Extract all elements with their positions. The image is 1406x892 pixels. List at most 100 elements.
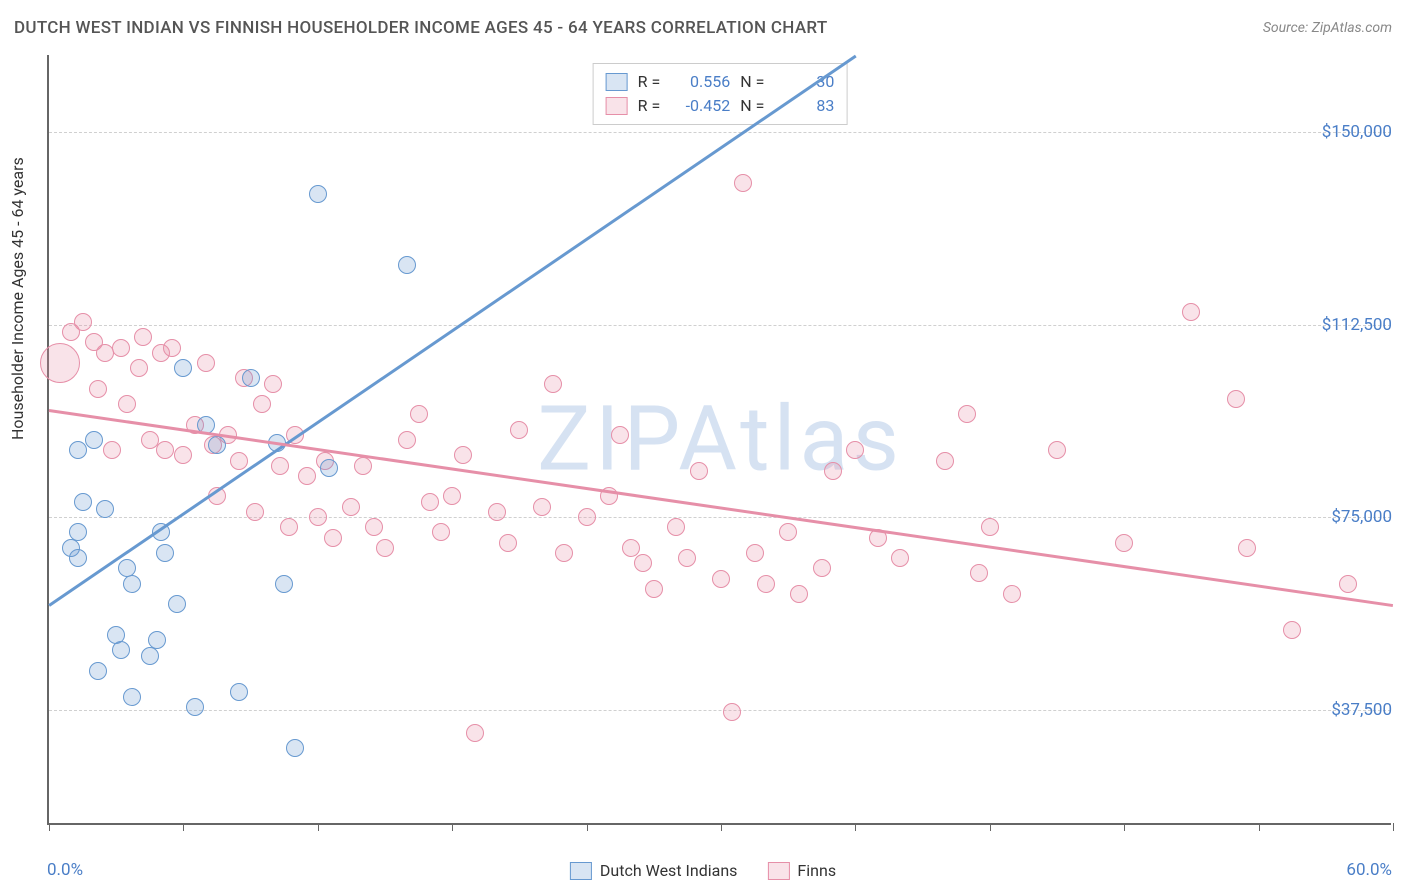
scatter-point — [421, 493, 439, 511]
scatter-point — [376, 539, 394, 557]
scatter-point — [123, 575, 141, 593]
scatter-point — [734, 174, 752, 192]
scatter-point — [186, 698, 204, 716]
x-tick — [49, 823, 50, 831]
y-tick-label: $37,500 — [1331, 700, 1392, 720]
scatter-point — [667, 518, 685, 536]
scatter-point — [156, 441, 174, 459]
x-tick — [452, 823, 453, 831]
series-legend: Dutch West Indians Finns — [570, 861, 836, 880]
scatter-point — [757, 575, 775, 593]
scatter-point — [410, 405, 428, 423]
scatter-point — [533, 498, 551, 516]
scatter-point — [141, 647, 159, 665]
scatter-point — [89, 380, 107, 398]
y-tick-label: $75,000 — [1331, 507, 1392, 527]
legend-swatch-series1-b — [570, 862, 592, 880]
scatter-point — [280, 518, 298, 536]
legend-item-series2: Finns — [767, 861, 836, 880]
scatter-point — [499, 534, 517, 552]
scatter-point — [324, 529, 342, 547]
scatter-point — [891, 549, 909, 567]
scatter-point — [443, 487, 461, 505]
gridline-h — [49, 132, 1391, 133]
scatter-point — [309, 508, 327, 526]
scatter-point — [320, 459, 338, 477]
scatter-point — [1339, 575, 1357, 593]
scatter-point — [398, 431, 416, 449]
scatter-point — [970, 564, 988, 582]
plot-area: ZIPAtlas R = 0.556 N = 30 R = -0.452 N =… — [47, 55, 1391, 825]
scatter-point — [432, 523, 450, 541]
scatter-point — [813, 559, 831, 577]
x-tick — [1393, 823, 1394, 831]
scatter-point — [74, 493, 92, 511]
scatter-point — [156, 544, 174, 562]
scatter-point — [1238, 539, 1256, 557]
x-tick — [855, 823, 856, 831]
scatter-point — [645, 580, 663, 598]
scatter-point — [790, 585, 808, 603]
n-label: N = — [740, 94, 764, 118]
scatter-point — [134, 328, 152, 346]
scatter-point — [1283, 621, 1301, 639]
x-axis-min-label: 0.0% — [47, 860, 83, 880]
scatter-point — [118, 395, 136, 413]
scatter-point — [174, 446, 192, 464]
legend-swatch-series1 — [606, 73, 628, 91]
scatter-point — [690, 462, 708, 480]
scatter-point — [112, 641, 130, 659]
x-tick — [990, 823, 991, 831]
scatter-point — [208, 436, 226, 454]
scatter-point — [298, 467, 316, 485]
x-tick — [587, 823, 588, 831]
scatter-point — [148, 631, 166, 649]
scatter-point — [130, 359, 148, 377]
scatter-point — [69, 523, 87, 541]
scatter-point — [174, 359, 192, 377]
scatter-point — [123, 688, 141, 706]
x-tick — [721, 823, 722, 831]
scatter-point — [846, 441, 864, 459]
x-tick — [318, 823, 319, 831]
scatter-point — [824, 462, 842, 480]
scatter-point — [74, 313, 92, 331]
scatter-point — [89, 662, 107, 680]
scatter-point — [112, 339, 130, 357]
scatter-point — [253, 395, 271, 413]
x-tick — [1124, 823, 1125, 831]
r-value-series1: 0.556 — [670, 70, 730, 94]
scatter-point — [230, 452, 248, 470]
scatter-point — [398, 256, 416, 274]
watermark: ZIPAtlas — [537, 387, 903, 492]
scatter-point — [163, 339, 181, 357]
scatter-point — [275, 575, 293, 593]
scatter-point — [678, 549, 696, 567]
scatter-point — [168, 595, 186, 613]
scatter-point — [271, 457, 289, 475]
scatter-point — [981, 518, 999, 536]
scatter-point — [197, 354, 215, 372]
scatter-point — [69, 441, 87, 459]
legend-swatch-series2 — [606, 97, 628, 115]
legend-item-series1: Dutch West Indians — [570, 861, 738, 880]
scatter-point — [1115, 534, 1133, 552]
scatter-point — [958, 405, 976, 423]
scatter-point — [40, 343, 80, 383]
scatter-point — [454, 446, 472, 464]
scatter-point — [365, 518, 383, 536]
scatter-point — [544, 375, 562, 393]
r-value-series2: -0.452 — [670, 94, 730, 118]
scatter-point — [230, 683, 248, 701]
scatter-point — [611, 426, 629, 444]
scatter-point — [746, 544, 764, 562]
scatter-point — [1182, 303, 1200, 321]
scatter-point — [488, 503, 506, 521]
scatter-point — [578, 508, 596, 526]
scatter-point — [103, 441, 121, 459]
scatter-point — [712, 570, 730, 588]
legend-row-series1: R = 0.556 N = 30 — [606, 70, 835, 94]
scatter-point — [354, 457, 372, 475]
trend-line — [48, 55, 856, 606]
scatter-point — [242, 369, 260, 387]
